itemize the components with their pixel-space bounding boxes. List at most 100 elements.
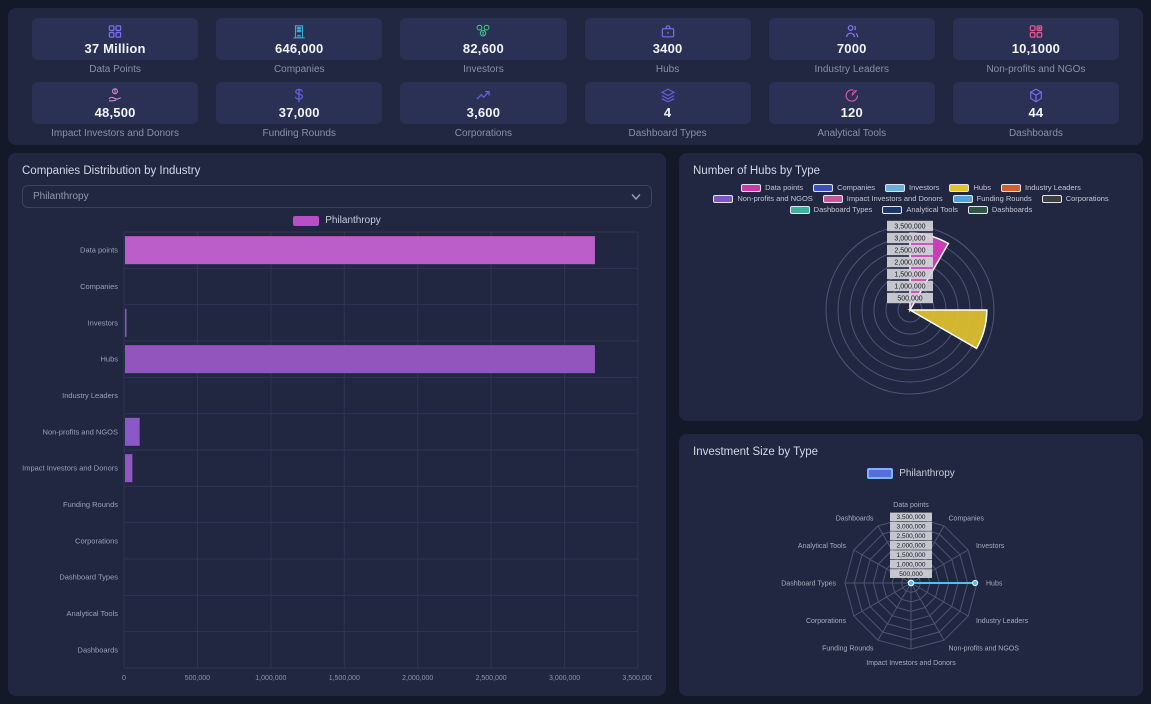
stat-card: 120 [768, 82, 935, 124]
industry-dropdown[interactable]: Philanthropy [22, 185, 652, 208]
svg-text:1,500,000: 1,500,000 [897, 552, 926, 559]
stat-cell: 646,000 Companies [216, 18, 383, 81]
stat-cell: $ 48,500 Impact Investors and Donors [32, 82, 199, 145]
stat-label: Impact Investors and Donors [51, 128, 179, 139]
legend-swatch-icon [1041, 194, 1062, 203]
stat-card: 4 [584, 82, 751, 124]
svg-text:2,000,000: 2,000,000 [894, 260, 925, 267]
svg-text:2,000,000: 2,000,000 [897, 542, 926, 549]
legend-swatch-icon [967, 205, 988, 214]
stat-label: Companies [273, 64, 325, 75]
hubs-by-type-title: Number of Hubs by Type [693, 165, 820, 177]
analytical-tools-icon [841, 86, 863, 104]
svg-text:3,500,000: 3,500,000 [894, 224, 925, 231]
svg-text:500,000: 500,000 [185, 675, 210, 682]
svg-text:2,500,000: 2,500,000 [897, 533, 926, 540]
stat-card: $ 48,500 [32, 82, 199, 124]
radar-chart-legend[interactable]: Philanthropy [693, 466, 1129, 481]
legend-swatch-icon [1000, 183, 1021, 192]
legend-item-label: Dashboard Types [813, 205, 873, 214]
legend-item-label: Dashboards [991, 205, 1033, 214]
legend-item[interactable]: Companies [813, 183, 875, 192]
main-row: Companies Distribution by Industry Phila… [8, 153, 1143, 696]
legend-item[interactable]: Dashboards [967, 205, 1033, 214]
svg-text:1,500,000: 1,500,000 [894, 272, 925, 279]
svg-text:3,000,000: 3,000,000 [894, 236, 925, 243]
legend-swatch-icon [885, 183, 906, 192]
svg-text:2,500,000: 2,500,000 [894, 248, 925, 255]
legend-item-label: Funding Rounds [976, 194, 1032, 203]
bar-chart-legend[interactable]: Philanthropy [22, 214, 652, 227]
legend-swatch-icon [813, 183, 834, 192]
hubs-icon [657, 22, 679, 40]
stat-value: 3,600 [466, 105, 501, 120]
stat-card: 10,1000 [952, 18, 1119, 60]
stat-value: 37 Million [84, 41, 146, 56]
legend-swatch-icon [882, 205, 903, 214]
svg-text:Dashboard Types: Dashboard Types [59, 573, 118, 582]
stat-value: 4 [663, 105, 672, 120]
svg-text:3,500,000: 3,500,000 [622, 675, 652, 682]
legend-item[interactable]: Investors [885, 183, 939, 192]
investors-icon: $ [472, 22, 494, 40]
svg-text:Companies: Companies [80, 282, 118, 291]
svg-text:1,000,000: 1,000,000 [894, 284, 925, 291]
svg-text:Dashboards: Dashboards [836, 516, 874, 523]
stat-label: Dashboard Types [628, 128, 707, 139]
hubs-by-type-panel: Number of Hubs by Type Data points Compa… [679, 153, 1143, 421]
stat-value: 37,000 [278, 105, 320, 120]
stat-value: 44 [1028, 105, 1044, 120]
legend-item[interactable]: Funding Rounds [952, 194, 1032, 203]
svg-text:Data points: Data points [80, 246, 118, 255]
legend-item[interactable]: Analytical Tools [882, 205, 958, 214]
legend-item[interactable]: Dashboard Types [789, 205, 873, 214]
svg-text:3,000,000: 3,000,000 [549, 675, 580, 682]
stat-card: 7000 [768, 18, 935, 60]
svg-text:Industry Leaders: Industry Leaders [62, 391, 118, 400]
svg-text:500,000: 500,000 [897, 296, 922, 303]
stat-value: 10,1000 [1011, 41, 1061, 56]
stat-value: 3400 [652, 41, 683, 56]
svg-text:Impact Investors and Donors: Impact Investors and Donors [22, 464, 118, 473]
svg-text:Hubs: Hubs [986, 581, 1003, 588]
impact-investors-icon: $ [104, 86, 126, 104]
legend-item[interactable]: Impact Investors and Donors [822, 194, 943, 203]
legend-swatch-icon [741, 183, 762, 192]
legend-item-label: Companies [837, 183, 876, 192]
stat-card: 3,600 [400, 82, 567, 124]
stat-card: $ 82,600 [400, 18, 567, 60]
funding-rounds-icon [288, 86, 310, 104]
legend-item-label: Impact Investors and Donors [846, 194, 943, 203]
stat-card: 37 Million [32, 18, 199, 60]
svg-text:Dashboards: Dashboards [78, 645, 119, 654]
svg-text:2,500,000: 2,500,000 [476, 675, 507, 682]
legend-item[interactable]: Industry Leaders [1000, 183, 1081, 192]
stat-label: Non-profits and NGOs [986, 64, 1086, 75]
svg-text:Dashboard Types: Dashboard Types [781, 581, 836, 588]
legend-item[interactable]: Corporations [1041, 194, 1109, 203]
stat-label: Analytical Tools [817, 128, 887, 139]
dashboards-icon [1025, 86, 1047, 104]
svg-text:Impact Investors and Donors: Impact Investors and Donors [866, 660, 956, 667]
polar-area-chart: 500,000 1,000,000 1,500,000 2,000,000 2,500,… [825, 220, 995, 395]
companies-icon [288, 22, 310, 40]
legend-item[interactable]: Non-profits and NGOS [713, 194, 813, 203]
stat-card: 646,000 [216, 18, 383, 60]
svg-text:Companies: Companies [949, 516, 985, 523]
legend-swatch-icon [822, 194, 843, 203]
stat-cell: 3,600 Corporations [400, 82, 567, 145]
data-points-icon [104, 22, 126, 40]
legend-item[interactable]: Data points [741, 183, 803, 192]
bar-legend-swatch [293, 215, 320, 226]
corporations-icon [472, 86, 494, 104]
stat-card: 3400 [584, 18, 751, 60]
svg-text:500,000: 500,000 [899, 571, 923, 578]
stat-cell: 3400 Hubs [584, 18, 751, 81]
stat-cell: $ 82,600 Investors [400, 18, 567, 81]
svg-text:Corporations: Corporations [75, 536, 118, 545]
svg-text:Data points: Data points [893, 502, 929, 509]
legend-item[interactable]: Hubs [949, 183, 991, 192]
legend-item-label: Analytical Tools [906, 205, 958, 214]
stat-cell: 4 Dashboard Types [584, 82, 751, 145]
legend-swatch-icon [789, 205, 810, 214]
